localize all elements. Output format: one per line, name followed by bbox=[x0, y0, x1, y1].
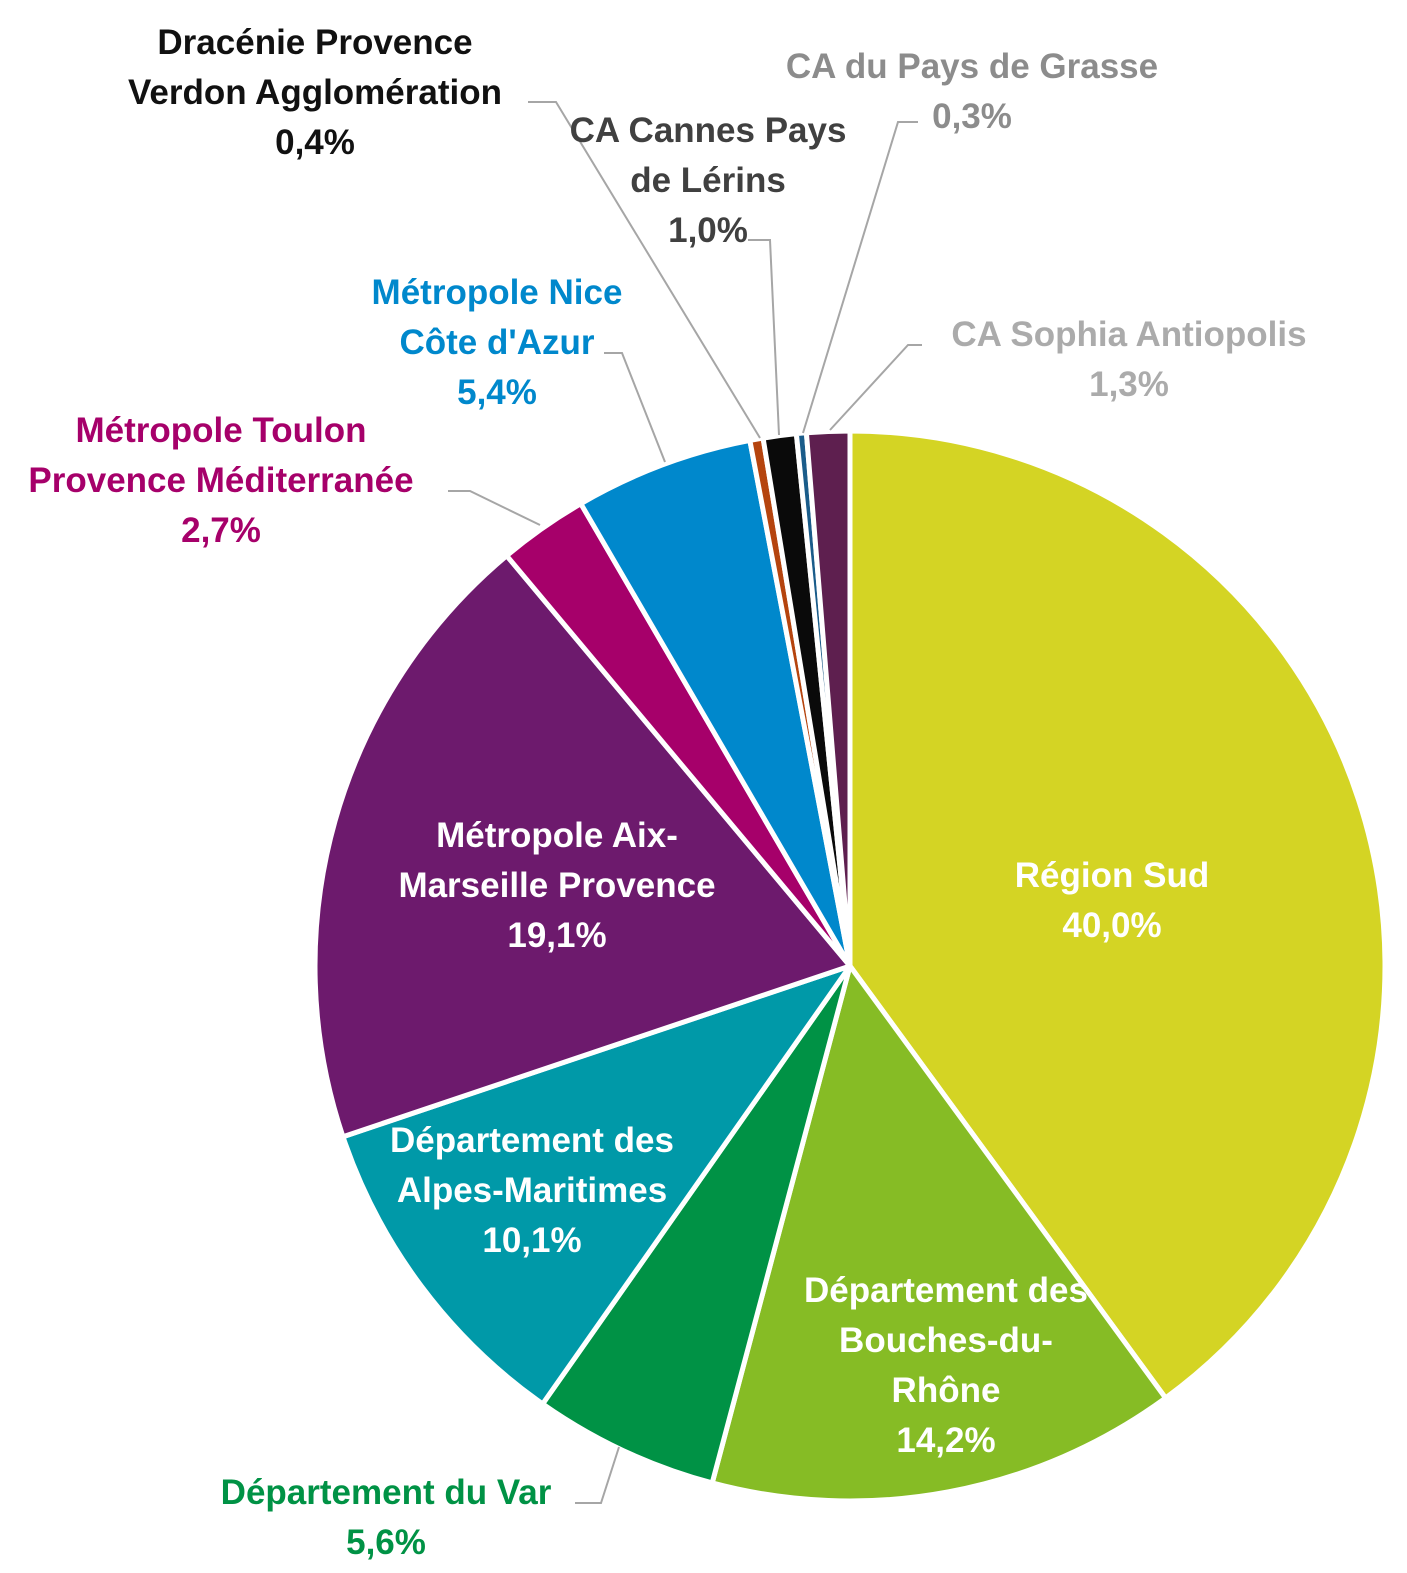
slice-value-label: 0,4% bbox=[275, 123, 355, 162]
slice-label-ca-du-pays-de-grasse: CA du Pays de Grasse 0,3% bbox=[786, 47, 1158, 136]
slice-name-label: Rhône bbox=[892, 1371, 1001, 1410]
pie-slices bbox=[312, 428, 1388, 1504]
leader-line-metropole-toulon-provence-mediterranee bbox=[448, 490, 541, 526]
slice-metropole-nice-cote-d-azur bbox=[578, 437, 853, 969]
slice-value-label: 5,6% bbox=[346, 1523, 426, 1562]
slice-value-label: 1,3% bbox=[1089, 365, 1169, 404]
slice-value-label: 40,0% bbox=[1062, 906, 1161, 945]
slice-name-label: de Lérins bbox=[630, 161, 786, 200]
slice-region-sud bbox=[847, 428, 1388, 1401]
slice-metropole-aix-marseille-provence bbox=[312, 553, 853, 1140]
slice-value-label: 1,0% bbox=[668, 211, 748, 250]
slice-name-label: Région Sud bbox=[1015, 856, 1209, 895]
slice-name-label: CA du Pays de Grasse bbox=[786, 47, 1158, 86]
slice-name-label: Département des bbox=[390, 1121, 674, 1160]
slice-name-label: Alpes-Maritimes bbox=[397, 1171, 667, 1210]
slice-label-departement-du-var: Département du Var 5,6% bbox=[221, 1473, 552, 1562]
slice-label-departement-des-bouches-du-rhone: Département des Bouches-du- Rhône 14,2% bbox=[804, 1271, 1088, 1460]
slice-name-label: Bouches-du- bbox=[839, 1321, 1053, 1360]
leader-line-dracenie-provence-verdon-agglomeration bbox=[528, 101, 761, 439]
slice-name-label: Département des bbox=[804, 1271, 1088, 1310]
slice-value-label: 19,1% bbox=[507, 916, 606, 955]
leader-line-departement-du-var bbox=[575, 1446, 620, 1504]
slice-departement-du-var bbox=[540, 963, 853, 1486]
slice-label-dracenie-provence-verdon-agglomeration: Dracénie Provence Verdon Agglomération 0,4… bbox=[128, 23, 502, 162]
slice-ca-sophia-antiopolis bbox=[803, 428, 853, 969]
slice-label-departement-des-alpes-maritimes: Département des Alpes-Maritimes 10,1% bbox=[390, 1121, 674, 1260]
slice-name-label: Provence Méditerranée bbox=[28, 461, 413, 500]
slice-name-label: Département du Var bbox=[221, 1473, 552, 1512]
slice-name-label: Verdon Agglomération bbox=[128, 73, 502, 112]
slice-name-label: Dracénie Provence bbox=[157, 23, 472, 62]
slice-value-label: 5,4% bbox=[457, 373, 537, 412]
slice-name-label: CA Cannes Pays bbox=[570, 111, 847, 150]
leader-lines bbox=[448, 101, 922, 1504]
slice-name-label: Métropole Aix- bbox=[436, 816, 678, 855]
slice-name-label: Côte d'Azur bbox=[400, 323, 595, 362]
slice-name-label: Marseille Provence bbox=[398, 866, 715, 905]
slice-label-ca-cannes-pays-de-lerins: CA Cannes Pays de Lérins 1,0% bbox=[570, 111, 847, 250]
slice-label-metropole-nice-cote-d-azur: Métropole Nice Côte d'Azur 5,4% bbox=[372, 273, 623, 412]
slice-value-label: 14,2% bbox=[896, 1421, 995, 1460]
leader-line-ca-sophia-antiopolis bbox=[829, 344, 922, 431]
slice-label-metropole-aix-marseille-provence: Métropole Aix- Marseille Provence 19,1% bbox=[398, 816, 715, 955]
leader-line-ca-du-pays-de-grasse bbox=[802, 121, 918, 434]
slice-departement-des-alpes-maritimes bbox=[340, 963, 853, 1407]
slice-value-label: 2,7% bbox=[181, 511, 261, 550]
slice-name-label: CA Sophia Antiopolis bbox=[951, 315, 1306, 354]
slice-label-metropole-toulon-provence-mediterranee: Métropole Toulon Provence Méditerranée 2,7… bbox=[28, 411, 413, 550]
slice-label-region-sud: Région Sud 40,0% bbox=[1015, 856, 1209, 945]
leader-line-metropole-nice-cote-d-azur bbox=[604, 352, 666, 463]
slice-label-ca-sophia-antiopolis: CA Sophia Antiopolis 1,3% bbox=[951, 315, 1306, 404]
slice-name-label: Métropole Toulon bbox=[76, 411, 367, 450]
leader-line-ca-cannes-pays-de-lerins bbox=[748, 239, 780, 436]
slice-labels: Région Sud 40,0% Département des Bouches-du… bbox=[28, 23, 1306, 1562]
slice-departement-des-bouches-du-rhone bbox=[709, 963, 1169, 1504]
slice-value-label: 10,1% bbox=[482, 1221, 581, 1260]
slice-value-label: 0,3% bbox=[932, 97, 1012, 136]
slice-name-label: Métropole Nice bbox=[372, 273, 623, 312]
